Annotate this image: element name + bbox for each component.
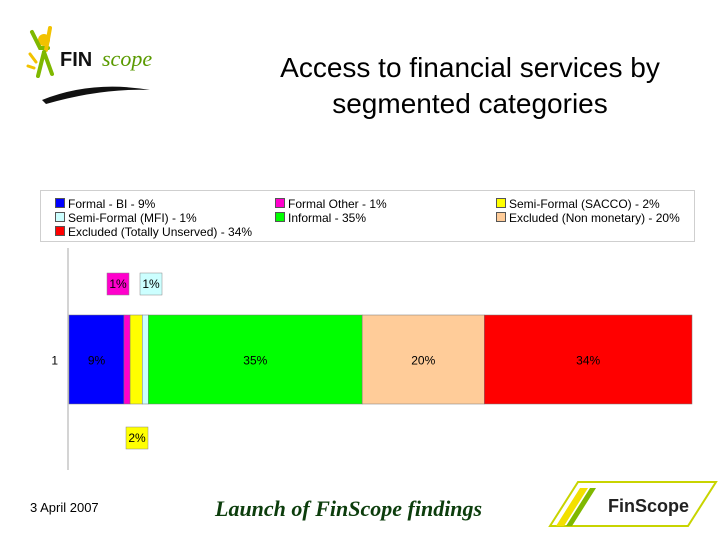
legend-label: Excluded (Totally Unserved) - 34% xyxy=(68,225,253,239)
footer-launch-text: Launch of FinScope findings xyxy=(215,496,483,521)
data-label: 34% xyxy=(576,354,600,368)
legend-label: Informal - 35% xyxy=(288,211,367,225)
legend-item: Excluded (Totally Unserved) - 34% xyxy=(55,225,252,239)
figure-icon xyxy=(26,26,54,78)
bar-segment xyxy=(148,314,363,405)
bar-segment xyxy=(123,314,131,405)
legend-swatch xyxy=(55,198,65,208)
legend-item: Semi-Formal (MFI) - 1% xyxy=(55,211,197,225)
footer-date: 3 April 2007 xyxy=(30,500,99,515)
legend-swatch xyxy=(55,226,65,236)
data-label-box xyxy=(106,272,130,296)
legend-label: Formal - BI - 9% xyxy=(68,197,156,211)
data-label: 35% xyxy=(243,354,267,368)
data-label-box xyxy=(139,272,163,296)
data-label: 1% xyxy=(142,277,160,291)
legend-label: Semi-Formal (SACCO) - 2% xyxy=(509,197,660,211)
data-label-box xyxy=(125,426,149,450)
legend-swatch xyxy=(55,212,65,222)
logo-scope-text: scope xyxy=(102,46,152,71)
legend-item: Informal - 35% xyxy=(275,211,366,225)
bar-segment xyxy=(142,314,149,405)
finscope-logo: FIN scope xyxy=(22,18,172,118)
bar-segment xyxy=(484,314,693,405)
legend-label: Semi-Formal (MFI) - 1% xyxy=(68,211,197,225)
legend-item: Semi-Formal (SACCO) - 2% xyxy=(496,197,660,211)
bar-segment xyxy=(361,314,485,405)
legend-swatch xyxy=(275,212,285,222)
chart-legend: Formal - BI - 9% Formal Other - 1% Semi-… xyxy=(40,190,695,242)
legend-item: Excluded (Non monetary) - 20% xyxy=(496,211,680,225)
legend-label: Formal Other - 1% xyxy=(288,197,387,211)
data-label: 2% xyxy=(128,431,146,445)
data-label: 1% xyxy=(109,277,127,291)
legend-swatch xyxy=(496,212,506,222)
legend-swatch xyxy=(496,198,506,208)
finscope-logo-bottom: FinScope xyxy=(548,480,718,528)
bar-segment xyxy=(68,314,125,405)
legend-item: Formal - BI - 9% xyxy=(55,197,155,211)
logo-bottom-text: FinScope xyxy=(608,496,689,516)
data-label: 9% xyxy=(88,354,106,368)
page-title: Access to financial services by segmente… xyxy=(240,50,700,122)
data-label: 20% xyxy=(411,354,435,368)
logo-fin-text: FIN xyxy=(60,49,92,71)
title-line-2: segmented categories xyxy=(332,88,608,119)
bar-segment xyxy=(129,314,143,405)
legend-item: Formal Other - 1% xyxy=(275,197,387,211)
legend-swatch xyxy=(275,198,285,208)
legend-label: Excluded (Non monetary) - 20% xyxy=(509,211,680,225)
category-tick-label: 1 xyxy=(51,354,58,368)
logo-swoosh xyxy=(42,86,150,104)
title-line-1: Access to financial services by xyxy=(280,52,660,83)
